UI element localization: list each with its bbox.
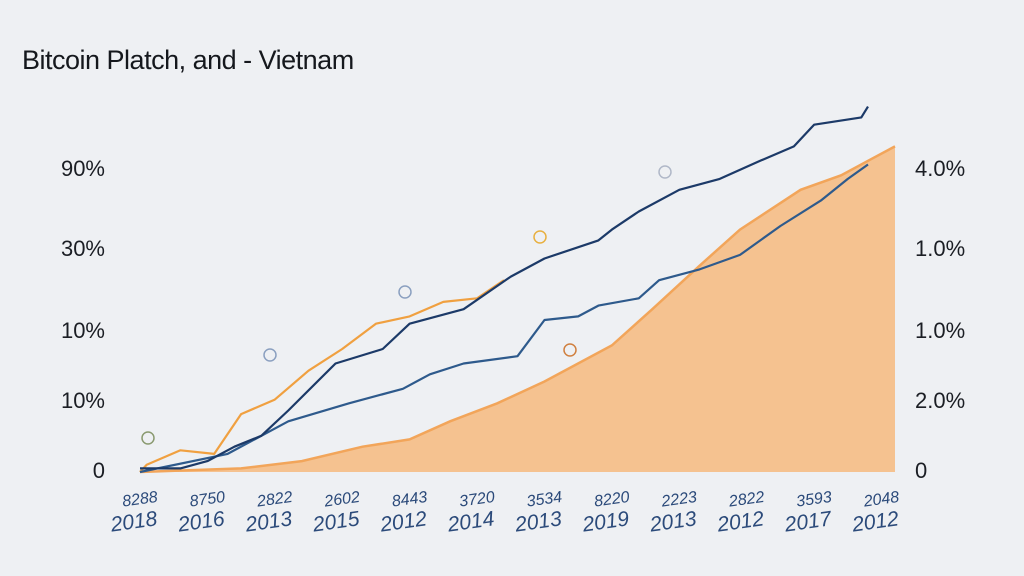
area-edge — [139, 145, 896, 474]
icon — [658, 165, 672, 179]
icon — [533, 230, 547, 244]
x-tick-code: 2822 — [255, 489, 294, 511]
line — [139, 163, 869, 474]
x-tick-label: 2016 — [176, 507, 227, 536]
y2-tick-label: 4.0% — [915, 156, 965, 181]
y2-tick-label: 1.0% — [915, 236, 965, 261]
chart-title: Bitcoin Platch, and - Vietnam — [22, 45, 354, 75]
x-tick-label: 2012 — [715, 507, 766, 536]
x-tick-label: 2013 — [513, 507, 564, 536]
x-tick-label: 2018 — [108, 507, 159, 536]
x-tick-code: 2223 — [659, 489, 698, 511]
x-tick-label: 2015 — [310, 507, 361, 536]
icon — [563, 343, 577, 357]
x-tick-code: 3593 — [795, 489, 833, 511]
x-tick-label: 2012 — [378, 507, 429, 536]
line — [140, 106, 869, 470]
y-tick-label: 0 — [93, 458, 105, 483]
icon — [141, 431, 155, 445]
x-tick-label: 2013 — [647, 507, 698, 536]
y-tick-label: 10% — [61, 388, 105, 413]
x-tick-label: 2017 — [782, 507, 834, 537]
y-tick-label: 90% — [61, 156, 105, 181]
area — [140, 146, 895, 472]
line — [139, 279, 505, 473]
x-tick-code: 8220 — [593, 489, 631, 511]
y-tick-label: 10% — [61, 318, 105, 343]
x-tick-code: 3720 — [458, 489, 496, 511]
x-tick-code: 2602 — [322, 489, 361, 511]
x-tick-label: 2013 — [243, 507, 294, 536]
y2-tick-label: 2.0% — [915, 388, 965, 413]
icon — [398, 285, 412, 299]
x-tick-label: 2012 — [850, 507, 901, 536]
x-tick-code: 3534 — [526, 489, 564, 511]
y-tick-label: 30% — [61, 236, 105, 261]
y2-tick-label: 1.0% — [915, 318, 965, 343]
x-tick-label: 2019 — [580, 507, 631, 536]
x-tick-code: 2822 — [727, 489, 766, 511]
icon — [263, 348, 277, 362]
x-tick-label: 2014 — [445, 507, 495, 536]
x-tick-code: 8750 — [189, 489, 227, 511]
x-tick-code: 2048 — [862, 489, 901, 511]
x-tick-code: 8288 — [121, 489, 159, 511]
y2-tick-label: 0 — [915, 458, 927, 483]
x-tick-code: 8443 — [391, 489, 429, 511]
